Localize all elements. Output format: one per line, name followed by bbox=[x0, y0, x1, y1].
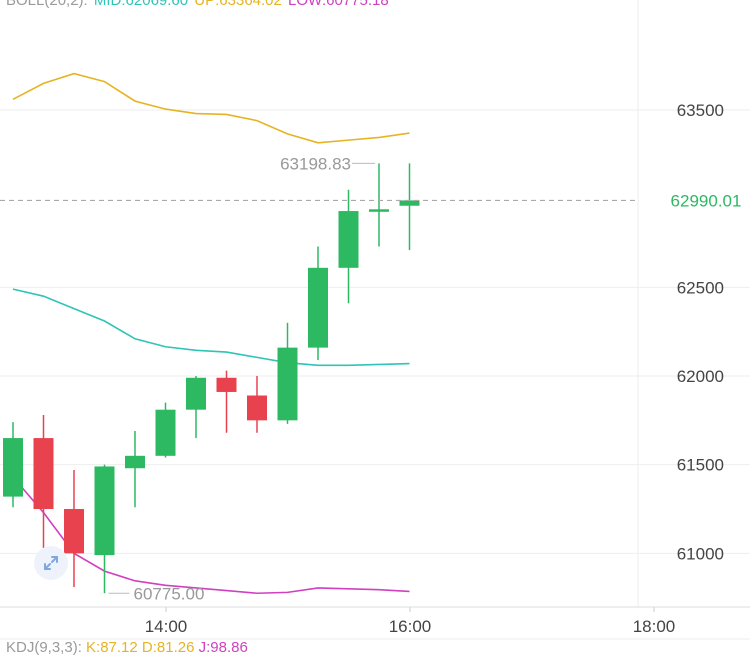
x-tick-label: 14:00 bbox=[145, 617, 188, 636]
max-price-label: 63198.83 bbox=[280, 154, 351, 173]
boll-legend: BOLL(20,2): MID:62069.60 UP:63364.02 LOW… bbox=[6, 0, 391, 9]
candle-body bbox=[308, 267, 328, 348]
boll-up-line bbox=[12, 72, 410, 144]
candle-body bbox=[338, 211, 359, 268]
boll-mid-line bbox=[12, 288, 410, 367]
candle-body bbox=[277, 347, 298, 421]
last-price-tag-bg bbox=[640, 188, 750, 213]
candle-body bbox=[399, 200, 420, 206]
last-price-label: 62990.01 bbox=[671, 191, 742, 210]
kdj-k-value: K:87.12 bbox=[86, 639, 138, 656]
x-tick-label: 16:00 bbox=[389, 617, 432, 636]
kdj-legend: KDJ(9,3,3): K:87.12 D:81.26 J:98.86 bbox=[6, 639, 248, 656]
boll-low-line bbox=[12, 476, 410, 595]
candle-body bbox=[94, 466, 115, 556]
candle-body bbox=[155, 409, 176, 456]
candle-body bbox=[64, 509, 84, 554]
candle-body bbox=[186, 377, 206, 410]
min-price-label: 60775.00 bbox=[134, 584, 205, 603]
boll-label: BOLL(20,2): bbox=[6, 0, 88, 9]
candle-body bbox=[3, 438, 23, 497]
y-tick-label: 62500 bbox=[677, 278, 724, 297]
candle-body bbox=[216, 377, 237, 392]
kdj-label: KDJ(9,3,3): bbox=[6, 639, 82, 656]
boll-up-value: UP:63364.02 bbox=[194, 0, 282, 9]
kdj-d-value: D:81.26 bbox=[141, 639, 195, 656]
y-tick-label: 62000 bbox=[677, 367, 724, 386]
boll-low-value: LOW:60775.18 bbox=[288, 0, 389, 9]
kdj-j-value: J:98.86 bbox=[198, 639, 248, 656]
y-tick-label: 61500 bbox=[677, 456, 724, 475]
expand-button[interactable] bbox=[34, 546, 68, 580]
candle-body bbox=[369, 209, 389, 212]
y-tick-label: 63500 bbox=[677, 101, 724, 120]
diagonal-arrows-icon bbox=[44, 556, 58, 570]
x-tick-label: 18:00 bbox=[633, 617, 676, 636]
candle-body bbox=[33, 438, 54, 510]
boll-mid-value: MID:62069.60 bbox=[93, 0, 189, 9]
candle-body bbox=[247, 395, 267, 421]
y-tick-label: 61000 bbox=[677, 544, 724, 563]
candle-body bbox=[125, 455, 145, 469]
